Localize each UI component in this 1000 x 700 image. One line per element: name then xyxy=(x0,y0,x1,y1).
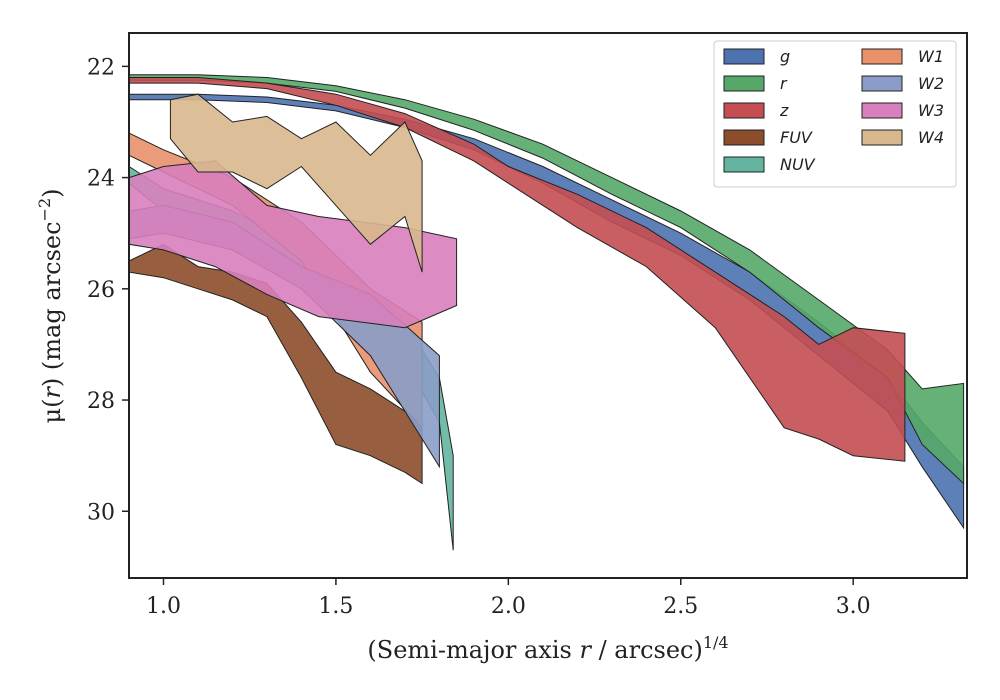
y-axis-ticks: 22 24 26 28 30 xyxy=(87,55,129,525)
y-axis-label-prefix: μ( xyxy=(38,399,66,424)
y-tick-label: 30 xyxy=(87,500,115,525)
legend-label-z: z xyxy=(779,101,789,120)
plot-frame xyxy=(128,32,968,579)
legend-label-fuv: FUV xyxy=(780,128,813,147)
y-tick-label: 28 xyxy=(87,389,115,414)
legend-label-w1: W1 xyxy=(918,47,944,66)
x-axis-label-unit: / arcsec) xyxy=(591,636,703,664)
y-axis-label-exponent: −2 xyxy=(35,198,54,222)
legend-swatch-w4 xyxy=(861,129,903,146)
legend: grz FUV NUV W1 W2 W3 W4 xyxy=(713,40,957,188)
x-axis-label: (Semi-major axis r / arcsec)1/4 xyxy=(367,633,728,664)
legend-swatch-w3 xyxy=(861,102,903,119)
x-tick-label: 1.0 xyxy=(146,594,181,619)
x-tick-label: 2.0 xyxy=(491,594,526,619)
legend-swatch-r xyxy=(723,75,765,92)
x-tick-label: 3.0 xyxy=(836,594,871,619)
legend-swatch-nuv xyxy=(723,156,765,173)
band-g xyxy=(128,93,965,530)
y-tick-label: 22 xyxy=(87,55,115,80)
y-axis-label: μ(r) (mag arcsec−2) xyxy=(35,188,66,423)
x-axis-ticks: 1.0 1.5 2.0 2.5 3.0 xyxy=(146,578,871,619)
x-axis-label-prefix: (Semi-major axis xyxy=(367,636,579,664)
y-tick-label: 24 xyxy=(87,167,115,192)
y-axis-label-close: ) xyxy=(38,188,66,197)
x-tick-label: 2.5 xyxy=(663,594,698,619)
band-r xyxy=(128,74,965,485)
legend-label-g: g xyxy=(780,47,790,66)
legend-label-w2: W2 xyxy=(918,74,944,93)
y-tick-label: 26 xyxy=(87,278,115,303)
band-w4 xyxy=(169,93,423,273)
x-tick-label: 1.5 xyxy=(318,594,353,619)
legend-swatch-z xyxy=(723,102,765,119)
band-w3 xyxy=(128,160,458,329)
y-axis-label-unit: ) (mag arcsec xyxy=(38,221,66,387)
x-axis-label-variable: r xyxy=(579,636,592,664)
legend-label-nuv: NUV xyxy=(780,155,816,174)
legend-swatch-fuv xyxy=(723,129,765,146)
band-z xyxy=(128,77,906,462)
legend-swatch-g xyxy=(723,48,765,65)
legend-label-r: r xyxy=(780,74,788,93)
profile-bands xyxy=(128,74,965,551)
legend-swatch-w2 xyxy=(861,75,903,92)
legend-label-w3: W3 xyxy=(918,101,944,120)
legend-label-w4: W4 xyxy=(918,128,944,147)
x-axis-label-exponent: 1/4 xyxy=(703,633,729,652)
legend-swatch-w1 xyxy=(861,48,903,65)
y-axis-label-variable: r xyxy=(38,386,66,399)
